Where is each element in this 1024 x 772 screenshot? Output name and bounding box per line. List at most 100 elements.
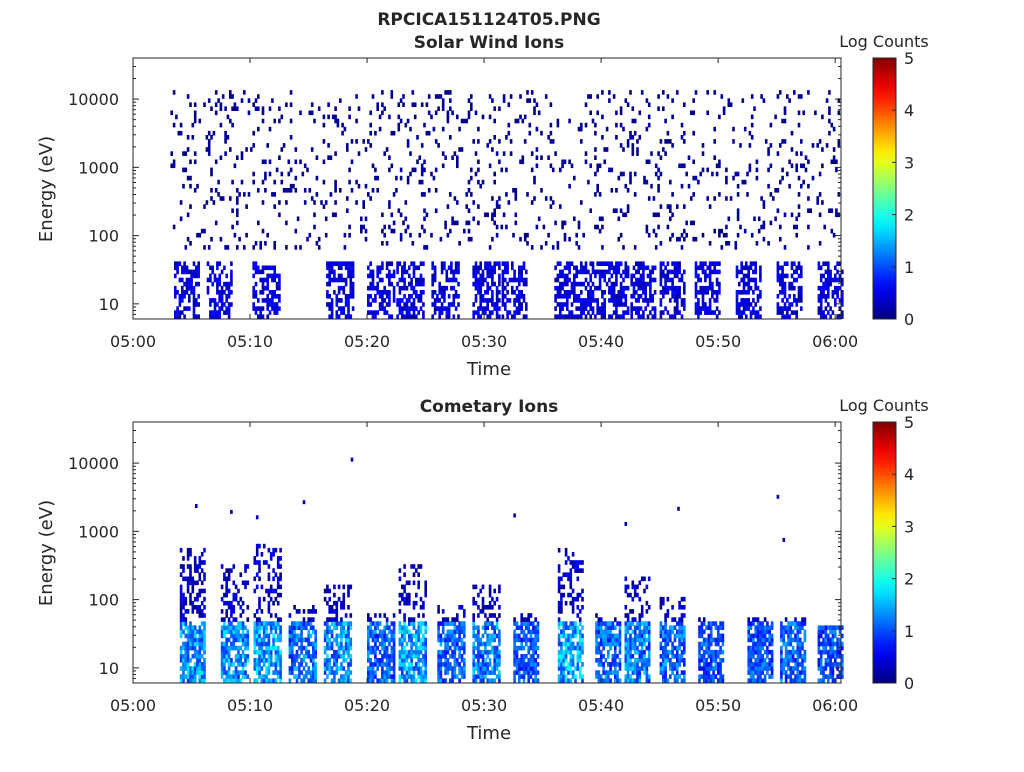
burst-cell bbox=[199, 605, 202, 610]
burst-cell bbox=[825, 270, 828, 275]
heatmap-cell bbox=[763, 204, 766, 209]
burst-cell bbox=[506, 290, 509, 295]
burst-cell bbox=[489, 298, 492, 303]
burst-cell bbox=[273, 290, 276, 295]
burst-cell bbox=[331, 310, 334, 315]
burst-cell bbox=[516, 294, 519, 299]
burst-cell bbox=[625, 261, 628, 266]
burst-cell bbox=[571, 314, 574, 319]
burst-cell bbox=[237, 654, 240, 659]
burst-cell bbox=[417, 298, 420, 303]
burst-cell bbox=[820, 314, 823, 319]
burst-cell bbox=[633, 282, 636, 287]
burst-cell bbox=[408, 298, 411, 303]
heatmap-cell bbox=[178, 131, 181, 136]
heatmap-cell bbox=[430, 172, 433, 177]
heatmap-cell bbox=[816, 196, 819, 201]
heatmap-cell bbox=[601, 115, 604, 120]
burst-cell bbox=[228, 678, 231, 683]
heatmap-cell bbox=[327, 115, 330, 120]
burst-cell bbox=[489, 638, 492, 643]
burst-cell bbox=[326, 642, 329, 647]
burst-cell bbox=[261, 609, 264, 614]
burst-cell bbox=[276, 302, 279, 307]
burst-cell bbox=[293, 666, 296, 671]
burst-cell bbox=[642, 278, 645, 283]
burst-cell bbox=[451, 666, 454, 671]
heatmap-cell bbox=[643, 176, 646, 181]
heatmap-cell bbox=[199, 119, 202, 124]
burst-cell bbox=[221, 564, 224, 569]
burst-cell bbox=[345, 630, 348, 635]
burst-cell bbox=[646, 625, 649, 630]
burst-cell bbox=[345, 294, 348, 299]
burst-cell bbox=[247, 617, 250, 622]
burst-cell bbox=[614, 634, 617, 639]
heatmap-cell bbox=[468, 98, 471, 103]
burst-cell bbox=[413, 564, 416, 569]
burst-cell bbox=[310, 670, 313, 675]
burst-cell bbox=[484, 266, 487, 271]
burst-cell bbox=[793, 298, 796, 303]
burst-cell bbox=[196, 642, 199, 647]
burst-cell bbox=[197, 266, 200, 271]
burst-cell bbox=[350, 270, 353, 275]
burst-cell bbox=[424, 650, 427, 655]
burst-cell bbox=[565, 625, 568, 630]
burst-cell bbox=[642, 261, 645, 266]
burst-cell bbox=[186, 282, 189, 287]
burst-cell bbox=[374, 625, 377, 630]
burst-cell bbox=[338, 597, 341, 602]
burst-cell bbox=[272, 646, 275, 651]
burst-cell bbox=[598, 670, 601, 675]
heatmap-cell bbox=[515, 213, 518, 218]
burst-cell bbox=[513, 270, 516, 275]
burst-cell bbox=[563, 654, 566, 659]
burst-cell bbox=[216, 266, 219, 271]
burst-cell bbox=[207, 278, 210, 283]
burst-cell bbox=[634, 630, 637, 635]
burst-cell bbox=[781, 290, 784, 295]
burst-cell bbox=[420, 282, 423, 287]
burst-cell bbox=[413, 650, 416, 655]
burst-cell bbox=[566, 314, 569, 319]
burst-cell bbox=[632, 617, 635, 622]
burst-cell bbox=[252, 266, 255, 271]
burst-cell bbox=[612, 654, 615, 659]
burst-cell bbox=[757, 314, 760, 319]
heatmap-cell bbox=[451, 217, 454, 222]
burst-cell bbox=[447, 658, 450, 663]
burst-cell bbox=[627, 286, 630, 291]
burst-cell bbox=[369, 678, 372, 683]
heatmap-cell bbox=[540, 155, 543, 160]
burst-cell bbox=[289, 638, 292, 643]
burst-cell bbox=[518, 310, 521, 315]
burst-cell bbox=[263, 674, 266, 679]
burst-cell bbox=[567, 678, 570, 683]
burst-cell bbox=[525, 654, 528, 659]
burst-cell bbox=[697, 278, 700, 283]
burst-cell bbox=[347, 306, 350, 311]
burst-cell bbox=[272, 568, 275, 573]
heatmap-cell bbox=[749, 164, 752, 169]
heatmap-cell bbox=[695, 90, 698, 95]
heatmap-cell bbox=[458, 147, 461, 152]
burst-cell bbox=[743, 266, 746, 271]
burst-cell bbox=[447, 630, 450, 635]
heatmap-cell bbox=[391, 90, 394, 95]
burst-cell bbox=[272, 678, 275, 683]
burst-cell bbox=[326, 261, 329, 266]
burst-cell bbox=[777, 266, 780, 271]
burst-cell bbox=[272, 621, 275, 626]
burst-cell bbox=[185, 621, 188, 626]
burst-cell bbox=[711, 286, 714, 291]
burst-cell bbox=[570, 658, 573, 663]
burst-cell bbox=[625, 577, 628, 582]
burst-cell bbox=[209, 278, 212, 283]
burst-cell bbox=[615, 282, 618, 287]
burst-cell bbox=[477, 674, 480, 679]
burst-cell bbox=[475, 294, 478, 299]
heatmap-cell bbox=[236, 155, 239, 160]
heatmap-cell bbox=[391, 94, 394, 99]
burst-cell bbox=[820, 310, 823, 315]
